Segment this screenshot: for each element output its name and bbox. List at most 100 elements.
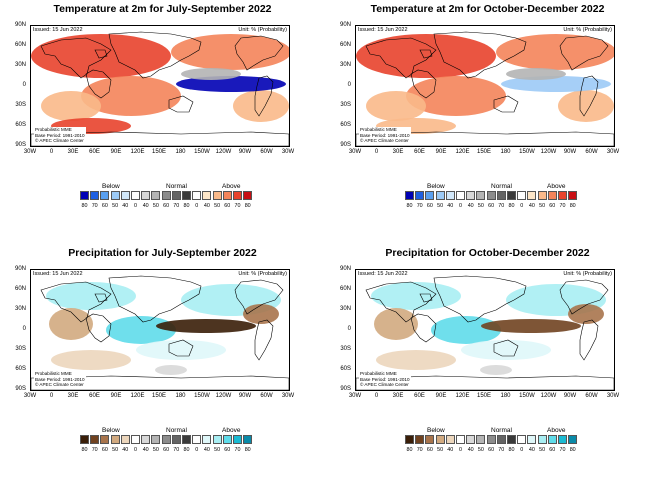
legend-tick-label: 80 — [569, 447, 576, 453]
legend-swatch — [537, 191, 547, 200]
longitude-label: 180 — [500, 149, 511, 155]
issued-date: Issued: 15 Jun 2022 — [33, 27, 83, 33]
legend-tick-label: 70 — [234, 203, 241, 209]
legend-swatch — [568, 191, 578, 200]
legend-swatch — [182, 191, 191, 200]
legend-tick-label: 40 — [528, 447, 535, 453]
longitude-label: 90E — [435, 393, 447, 399]
legend-tick-label: 40 — [447, 447, 454, 453]
legend-swatch — [80, 191, 89, 200]
legend-colorbar — [405, 191, 585, 201]
longitude-label: 120W — [540, 393, 557, 399]
legend-tick-label: 0 — [195, 447, 199, 453]
legend-tick-label: 40 — [467, 447, 474, 453]
info-line: Base Period: 1991-2010 — [35, 376, 85, 382]
longitude-label: 90W — [563, 149, 577, 155]
legend-tick-label: 50 — [214, 203, 221, 209]
probability-area — [31, 34, 171, 78]
latitude-label: 90S — [15, 142, 26, 148]
latitude-label: 30N — [339, 62, 351, 68]
unit-label: Unit: % (Probability) — [238, 27, 287, 33]
longitude-label: 90E — [110, 393, 122, 399]
info-line: Probabilistic MME — [360, 127, 397, 133]
legend-swatch — [233, 435, 242, 444]
longitude-label: 60W — [260, 149, 273, 155]
legend-swatch — [547, 435, 557, 444]
legend-tick-label: 60 — [549, 447, 556, 453]
legend-swatch — [547, 191, 557, 200]
latitude-label: 90N — [339, 22, 351, 28]
legend-tick-label: 60 — [488, 203, 495, 209]
legend-tick-label: 60 — [224, 203, 231, 209]
latitude-label: 60S — [340, 366, 351, 372]
legend-swatch — [425, 191, 435, 200]
longitude-label: 30W — [23, 393, 37, 399]
legend-tick-label: 40 — [203, 203, 210, 209]
latitude-label: 0 — [347, 82, 351, 88]
legend-swatch — [568, 435, 578, 444]
info-box: Probabilistic MME Base Period: 1991-2010… — [359, 371, 411, 388]
latitude-label: 30N — [14, 62, 26, 68]
longitude-label: 30E — [392, 149, 404, 155]
coastline — [579, 75, 599, 117]
legend-tick-label: 0 — [134, 447, 137, 453]
probability-area — [106, 316, 176, 344]
latitude-label: 0 — [347, 326, 351, 332]
legend-tick-label: 80 — [508, 447, 515, 453]
legend-swatch — [212, 191, 222, 200]
issued-date: Issued: 15 Jun 2022 — [358, 271, 408, 277]
legend-tick-label: 70 — [498, 447, 505, 453]
longitude-label: 120W — [215, 149, 232, 155]
legend-swatch — [90, 435, 100, 444]
legend-tick-label: 80 — [81, 447, 88, 453]
legend-tick-label: 80 — [406, 203, 413, 209]
longitude-label: 30W — [281, 393, 295, 399]
legend-below-label: Below — [102, 427, 120, 434]
longitude-label: 60W — [260, 393, 273, 399]
coastline — [365, 281, 437, 323]
unit-label: Unit: % (Probability) — [563, 27, 612, 33]
legend-swatch — [558, 191, 567, 200]
probability-area — [371, 282, 461, 310]
forecast-panel-temp-jas: Temperature at 2m for July-September 202… — [0, 0, 325, 244]
legend-swatch — [80, 435, 89, 444]
legend-tick-label: 40 — [122, 203, 129, 209]
coastline — [356, 131, 614, 146]
legend-above-label: Above — [547, 183, 566, 190]
legend-tick-label: 60 — [101, 203, 108, 209]
forecast-panel-temp-ond: Temperature at 2m for October-December 2… — [325, 0, 650, 244]
legend-tick-label: 80 — [569, 203, 576, 209]
legend-tick-label: 40 — [447, 203, 454, 209]
forecast-panel-prec-jas: Precipitation for July-September 2022 Is… — [0, 244, 325, 488]
longitude-label: 90E — [110, 149, 122, 155]
probability-area — [41, 91, 101, 121]
legend-tick-label: 70 — [173, 447, 180, 453]
legend-tick-label: 50 — [477, 203, 484, 209]
legend-swatch — [527, 435, 537, 444]
probability-area — [155, 365, 187, 375]
latitude-label: 60N — [339, 286, 351, 292]
legend-tick-label: 60 — [426, 447, 433, 453]
unit-label: Unit: % (Probability) — [238, 271, 287, 277]
coastline — [493, 95, 519, 113]
legend-tick-label: 60 — [163, 203, 170, 209]
legend-swatch — [415, 191, 425, 200]
legend-below-label: Below — [102, 183, 120, 190]
longitude-label: 120W — [540, 149, 557, 155]
latitude-label: 30S — [15, 346, 26, 352]
legend-tick-label: 0 — [134, 203, 137, 209]
probability-area — [568, 304, 604, 324]
legend-tick-label: 70 — [416, 447, 423, 453]
info-line: © APEC Climate Center — [360, 138, 409, 144]
longitude-label: 30W — [606, 393, 620, 399]
legend-tick-label: 0 — [520, 203, 524, 209]
legend-swatch — [202, 435, 212, 444]
legend-tick-label: 50 — [152, 447, 159, 453]
legend: Below Normal Above 80 70 60 50 40 0 40 50 60 70 80 0 40… — [80, 183, 260, 223]
legend-swatch — [476, 435, 486, 444]
legend-swatch — [161, 191, 171, 200]
legend-tick-label: 50 — [437, 203, 444, 209]
legend-tick-label: 40 — [142, 203, 149, 209]
info-line: © APEC Climate Center — [35, 382, 84, 388]
legend-swatch — [445, 435, 455, 444]
